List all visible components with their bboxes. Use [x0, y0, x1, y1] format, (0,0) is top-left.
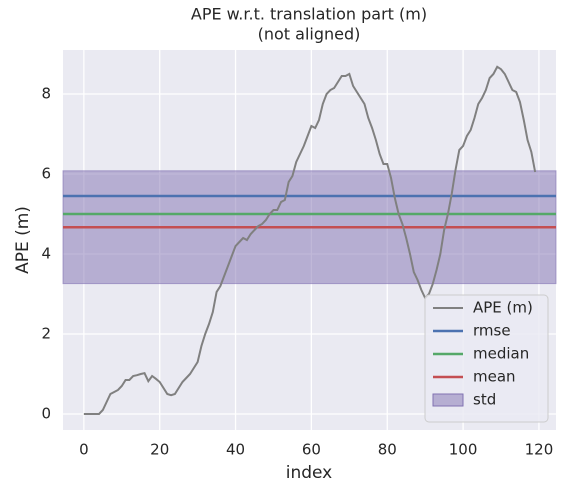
legend-label: APE (m) — [473, 299, 533, 317]
legend-label: rmse — [473, 322, 511, 340]
legend: APE (m) rmse median mean std — [424, 294, 549, 423]
y-tick-label: 0 — [41, 405, 51, 423]
legend-label: std — [473, 391, 496, 409]
y-axis-label: APE (m) — [13, 206, 33, 274]
chart-subtitle: (not aligned) — [258, 25, 361, 44]
legend-box — [424, 294, 549, 423]
y-tick-label: 2 — [41, 325, 51, 343]
x-tick-label: 80 — [378, 441, 397, 459]
legend-label: median — [473, 345, 529, 363]
x-axis-label: index — [286, 463, 333, 483]
x-tick-label: 40 — [226, 441, 245, 459]
y-tick-label: 6 — [41, 165, 51, 183]
x-tick-label: 120 — [525, 441, 554, 459]
legend-swatch — [432, 393, 464, 407]
x-tick-label: 100 — [449, 441, 478, 459]
legend-label: mean — [473, 368, 516, 386]
chart-title: APE w.r.t. translation part (m) — [191, 5, 427, 24]
x-tick-label: 20 — [150, 441, 169, 459]
y-tick-label: 8 — [41, 85, 51, 103]
data-line — [83, 65, 537, 415]
x-tick-label: 60 — [302, 441, 321, 459]
y-tick-label: 4 — [41, 245, 51, 263]
x-tick-label: 0 — [79, 441, 89, 459]
